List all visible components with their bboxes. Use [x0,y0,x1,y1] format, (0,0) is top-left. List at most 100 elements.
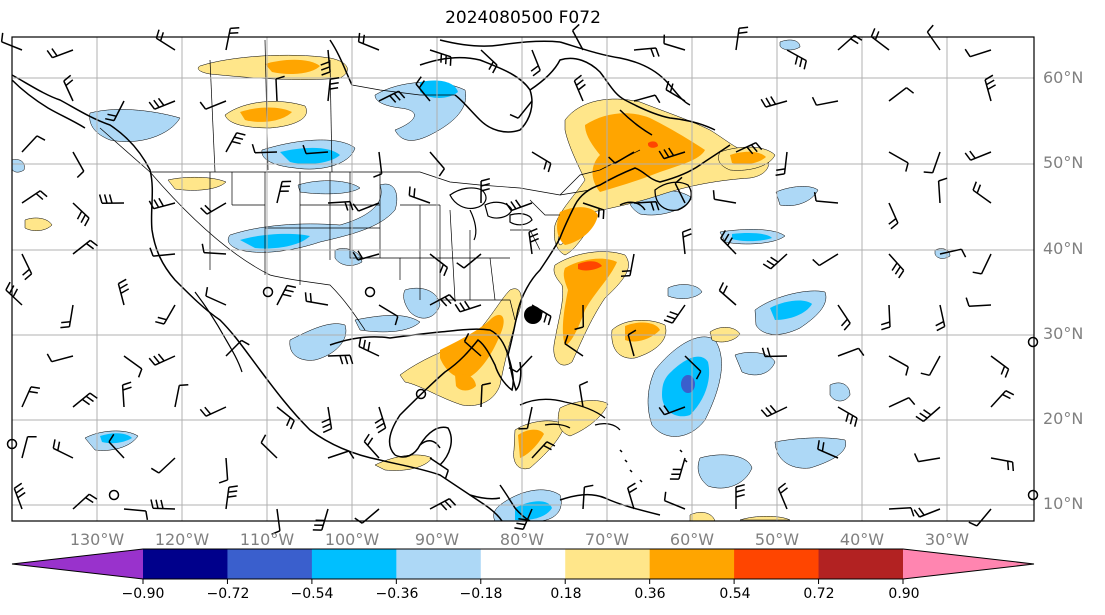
wind-barb [735,142,763,155]
wind-barb [148,197,176,210]
wind-barb [674,176,686,204]
wind-barb [123,508,149,521]
wind-barb [964,150,992,161]
wind-barb [920,355,941,377]
colorbar-tick-label: −0.36 [375,586,419,602]
wind-barb [52,439,74,459]
wind-barb [760,96,788,108]
wind-barb [888,253,905,279]
map-title: 2024080500 F072 [445,8,601,28]
wind-barb [46,48,74,59]
wind-barb [149,247,176,257]
wind-barb [327,76,340,102]
wind-barb [150,457,176,474]
wind-barb [984,74,996,102]
forecast-map [0,23,1039,535]
wind-barb [374,406,387,434]
lon-label-60w: 60°W [669,530,715,549]
lon-label-100w: 100°W [324,530,380,549]
wind-barb [573,74,586,102]
wind-barb [518,406,533,430]
wind-barb [429,253,449,277]
colorbar-segment [818,549,904,579]
wind-barb [880,304,891,331]
colorbar-extend-high [903,549,1034,579]
lon-label-50w: 50°W [754,530,800,549]
wind-barb [669,457,686,480]
wind-barb [620,253,635,278]
wind-barb [454,300,482,313]
lon-label-130w: 130°W [69,530,125,549]
wind-barb [564,334,584,357]
wind-barb [681,228,692,255]
wind-barb [530,49,541,77]
wind-barb [663,491,686,510]
wind-barb [913,453,941,463]
wind-barb [888,87,915,102]
wind-barb [363,433,380,459]
wind-barbs [0,23,1015,535]
colorbar-segment [227,549,313,579]
wind-barb [762,253,788,270]
wind-barb [972,253,992,275]
wind-barb [352,202,380,212]
wind-barb [5,281,23,306]
lon-label-120w: 120°W [154,530,210,549]
wind-barb [46,353,74,363]
wind-barb [378,304,399,326]
wind-barb [837,406,858,427]
wind-barb [870,28,890,51]
wind-barb [505,199,533,212]
wind-barb [320,49,331,76]
wind-barb [939,248,967,258]
colorbar-segment [396,549,482,579]
wind-barb [21,253,33,281]
wind-barb [665,80,686,102]
wind-barb [582,484,594,510]
lat-label-20n: 20°N [1043,409,1084,428]
wind-barb [218,457,229,484]
wind-barb [276,284,297,306]
wind-barb [408,186,431,204]
wind-barb [150,499,176,510]
lon-label-40w: 40°W [839,530,885,549]
wind-barb [972,181,992,204]
wind-barb [21,386,41,408]
wind-barb [608,151,635,164]
colorbar-tick-label: −0.90 [121,586,165,602]
colorbar-tick-label: −0.54 [290,586,334,602]
lat-label-10n: 10°N [1043,494,1084,513]
wind-barb [225,132,246,153]
wind-barb [148,353,176,366]
wind-barb [508,355,533,373]
wind-barb [968,508,992,527]
wind-barb [626,482,638,510]
wind-barb [937,177,948,204]
wind-barb [415,76,431,102]
wind-barb [271,508,281,535]
wind-barb [760,404,788,418]
wind-barb [888,202,899,230]
wind-barb [837,304,851,331]
colorbar-segment [649,549,735,579]
lon-label-90w: 90°W [414,530,460,549]
wind-barb [260,434,278,459]
wind-barb [813,191,839,204]
wind-barb [531,304,552,326]
wind-barb [480,382,491,408]
wind-barb [121,381,132,408]
wind-barb [684,355,702,380]
wind-barb [72,239,98,255]
wind-barb [199,406,227,417]
wind-barb [463,332,482,357]
wind-barb [837,34,863,51]
wind-barb [63,74,74,102]
wind-barb [811,96,839,106]
wind-barb [205,286,227,306]
wind-barb [480,177,490,204]
lat-lon-grid [12,37,1034,521]
lon-label-70w: 70°W [584,530,630,549]
wind-barb [225,27,240,51]
wind-barb [888,397,916,408]
wind-barb [888,355,909,376]
